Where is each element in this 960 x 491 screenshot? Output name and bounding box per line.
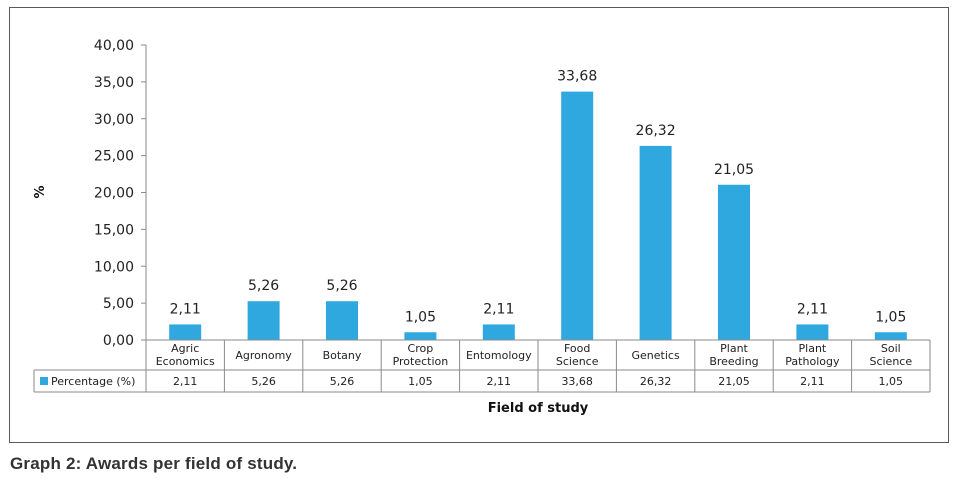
legend-key	[40, 377, 48, 385]
category-label: Agronomy	[235, 349, 292, 362]
bar	[247, 301, 280, 340]
bar-chart: 0,00 5,00 10,00 15,00 20,00 25,00 30,00 35,00 40…	[33, 38, 931, 416]
table-value-cell: 1,05	[879, 375, 904, 388]
bar	[169, 324, 202, 340]
table-value-cell: 5,26	[330, 375, 355, 388]
table-value-cell: 2,11	[800, 375, 825, 388]
bar-value-label: 2,11	[170, 301, 201, 317]
bar-value-label: 5,26	[326, 278, 357, 294]
y-tick-label: 10,00	[94, 259, 134, 275]
category-label: Plant Breeding	[709, 342, 758, 368]
bar-value-label: 26,32	[636, 123, 676, 139]
legend-label: Percentage (%)	[51, 375, 135, 388]
bar	[718, 184, 750, 340]
bar	[796, 324, 829, 340]
y-axis-title: %	[33, 185, 48, 198]
y-tick-label: 35,00	[94, 75, 134, 91]
bar	[561, 91, 594, 340]
y-tick-label: 0,00	[103, 333, 134, 349]
bar	[482, 324, 515, 340]
table-value-cell: 21,05	[718, 375, 750, 388]
category-label: Soil Science	[869, 342, 912, 368]
category-label: Crop Protection	[393, 342, 449, 368]
table-value-cell: 2,11	[173, 375, 198, 388]
bar	[639, 145, 672, 340]
bar	[874, 332, 907, 340]
x-axis-title: Field of study	[488, 401, 589, 416]
bar-value-label: 1,05	[875, 309, 906, 325]
table-value-cell: 33,68	[561, 375, 593, 388]
bar	[326, 301, 358, 340]
bar-value-label: 2,11	[797, 301, 828, 317]
y-tick-label: 25,00	[94, 149, 134, 165]
category-label: Food Science	[556, 342, 599, 368]
table-value-cell: 5,26	[251, 375, 276, 388]
chart-frame	[9, 7, 949, 443]
category-label: Genetics	[632, 349, 680, 362]
bar-value-label: 33,68	[557, 69, 597, 85]
y-tick-label: 5,00	[103, 296, 134, 312]
bar-value-label: 2,11	[483, 301, 514, 317]
category-label: Agric Economics	[156, 342, 215, 368]
y-tick-label: 30,00	[94, 112, 134, 128]
table-value-cell: 2,11	[487, 375, 512, 388]
bar-value-label: 21,05	[714, 162, 754, 178]
y-tick-label: 20,00	[94, 186, 134, 202]
bar-value-label: 1,05	[405, 309, 436, 325]
category-label: Plant Pathology	[785, 342, 840, 368]
table-value-cell: 1,05	[408, 375, 433, 388]
chart-caption: Graph 2: Awards per field of study.	[10, 454, 298, 473]
category-label: Botany	[323, 349, 362, 362]
category-label: Entomology	[466, 349, 532, 362]
bar	[404, 332, 437, 340]
bar-value-label: 5,26	[248, 278, 279, 294]
table-value-cell: 26,32	[640, 375, 672, 388]
y-tick-label: 15,00	[94, 222, 134, 238]
y-tick-label: 40,00	[94, 38, 134, 54]
